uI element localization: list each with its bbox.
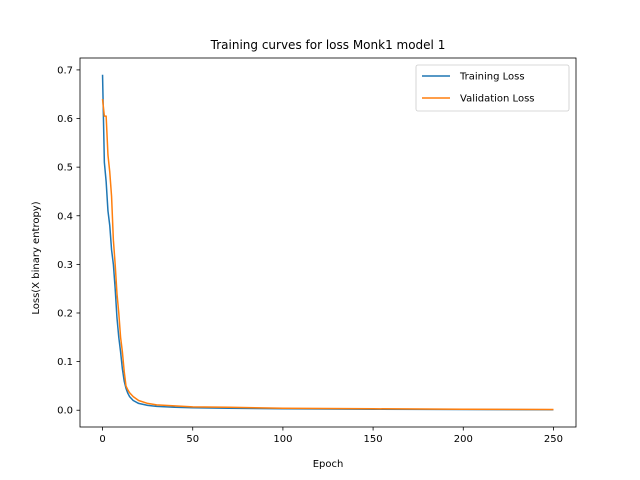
- legend-box: [415, 64, 570, 112]
- x-tick-label: 0: [99, 434, 105, 445]
- y-tick-label: 0.0: [57, 406, 73, 417]
- y-tick-label: 0.5: [57, 163, 73, 174]
- x-tick-label: 250: [544, 434, 563, 445]
- x-tick-label: 50: [186, 434, 199, 445]
- chart-title: Training curves for loss Monk1 model 1: [210, 38, 446, 52]
- x-axis-label: Epoch: [313, 459, 344, 470]
- x-tick-label: 150: [364, 434, 383, 445]
- y-tick-label: 0.4: [57, 211, 73, 222]
- y-tick-label: 0.1: [57, 357, 73, 368]
- legend: Training Loss Validation Loss: [415, 64, 570, 112]
- series-line-validation-loss: [101, 99, 554, 411]
- legend-entry: Validation Loss: [460, 94, 535, 105]
- y-axis: 0.0 0.1 0.2 0.3 0.4 0.5 0.6 0.7: [57, 65, 80, 417]
- y-tick-label: 0.3: [57, 260, 73, 271]
- y-tick-label: 0.6: [57, 114, 73, 125]
- plot-frame: [79, 57, 577, 428]
- x-axis: 0 50 100 150 200 250: [99, 427, 563, 445]
- series-line-training-loss: [101, 74, 554, 411]
- y-tick-label: 0.2: [57, 308, 73, 319]
- plot-area: [79, 57, 577, 428]
- x-tick-label: 200: [454, 434, 473, 445]
- y-tick-label: 0.7: [57, 65, 73, 76]
- legend-entry: Training Loss: [459, 72, 525, 83]
- y-axis-label: Loss(X binary entropy): [31, 201, 42, 314]
- x-tick-label: 100: [273, 434, 292, 445]
